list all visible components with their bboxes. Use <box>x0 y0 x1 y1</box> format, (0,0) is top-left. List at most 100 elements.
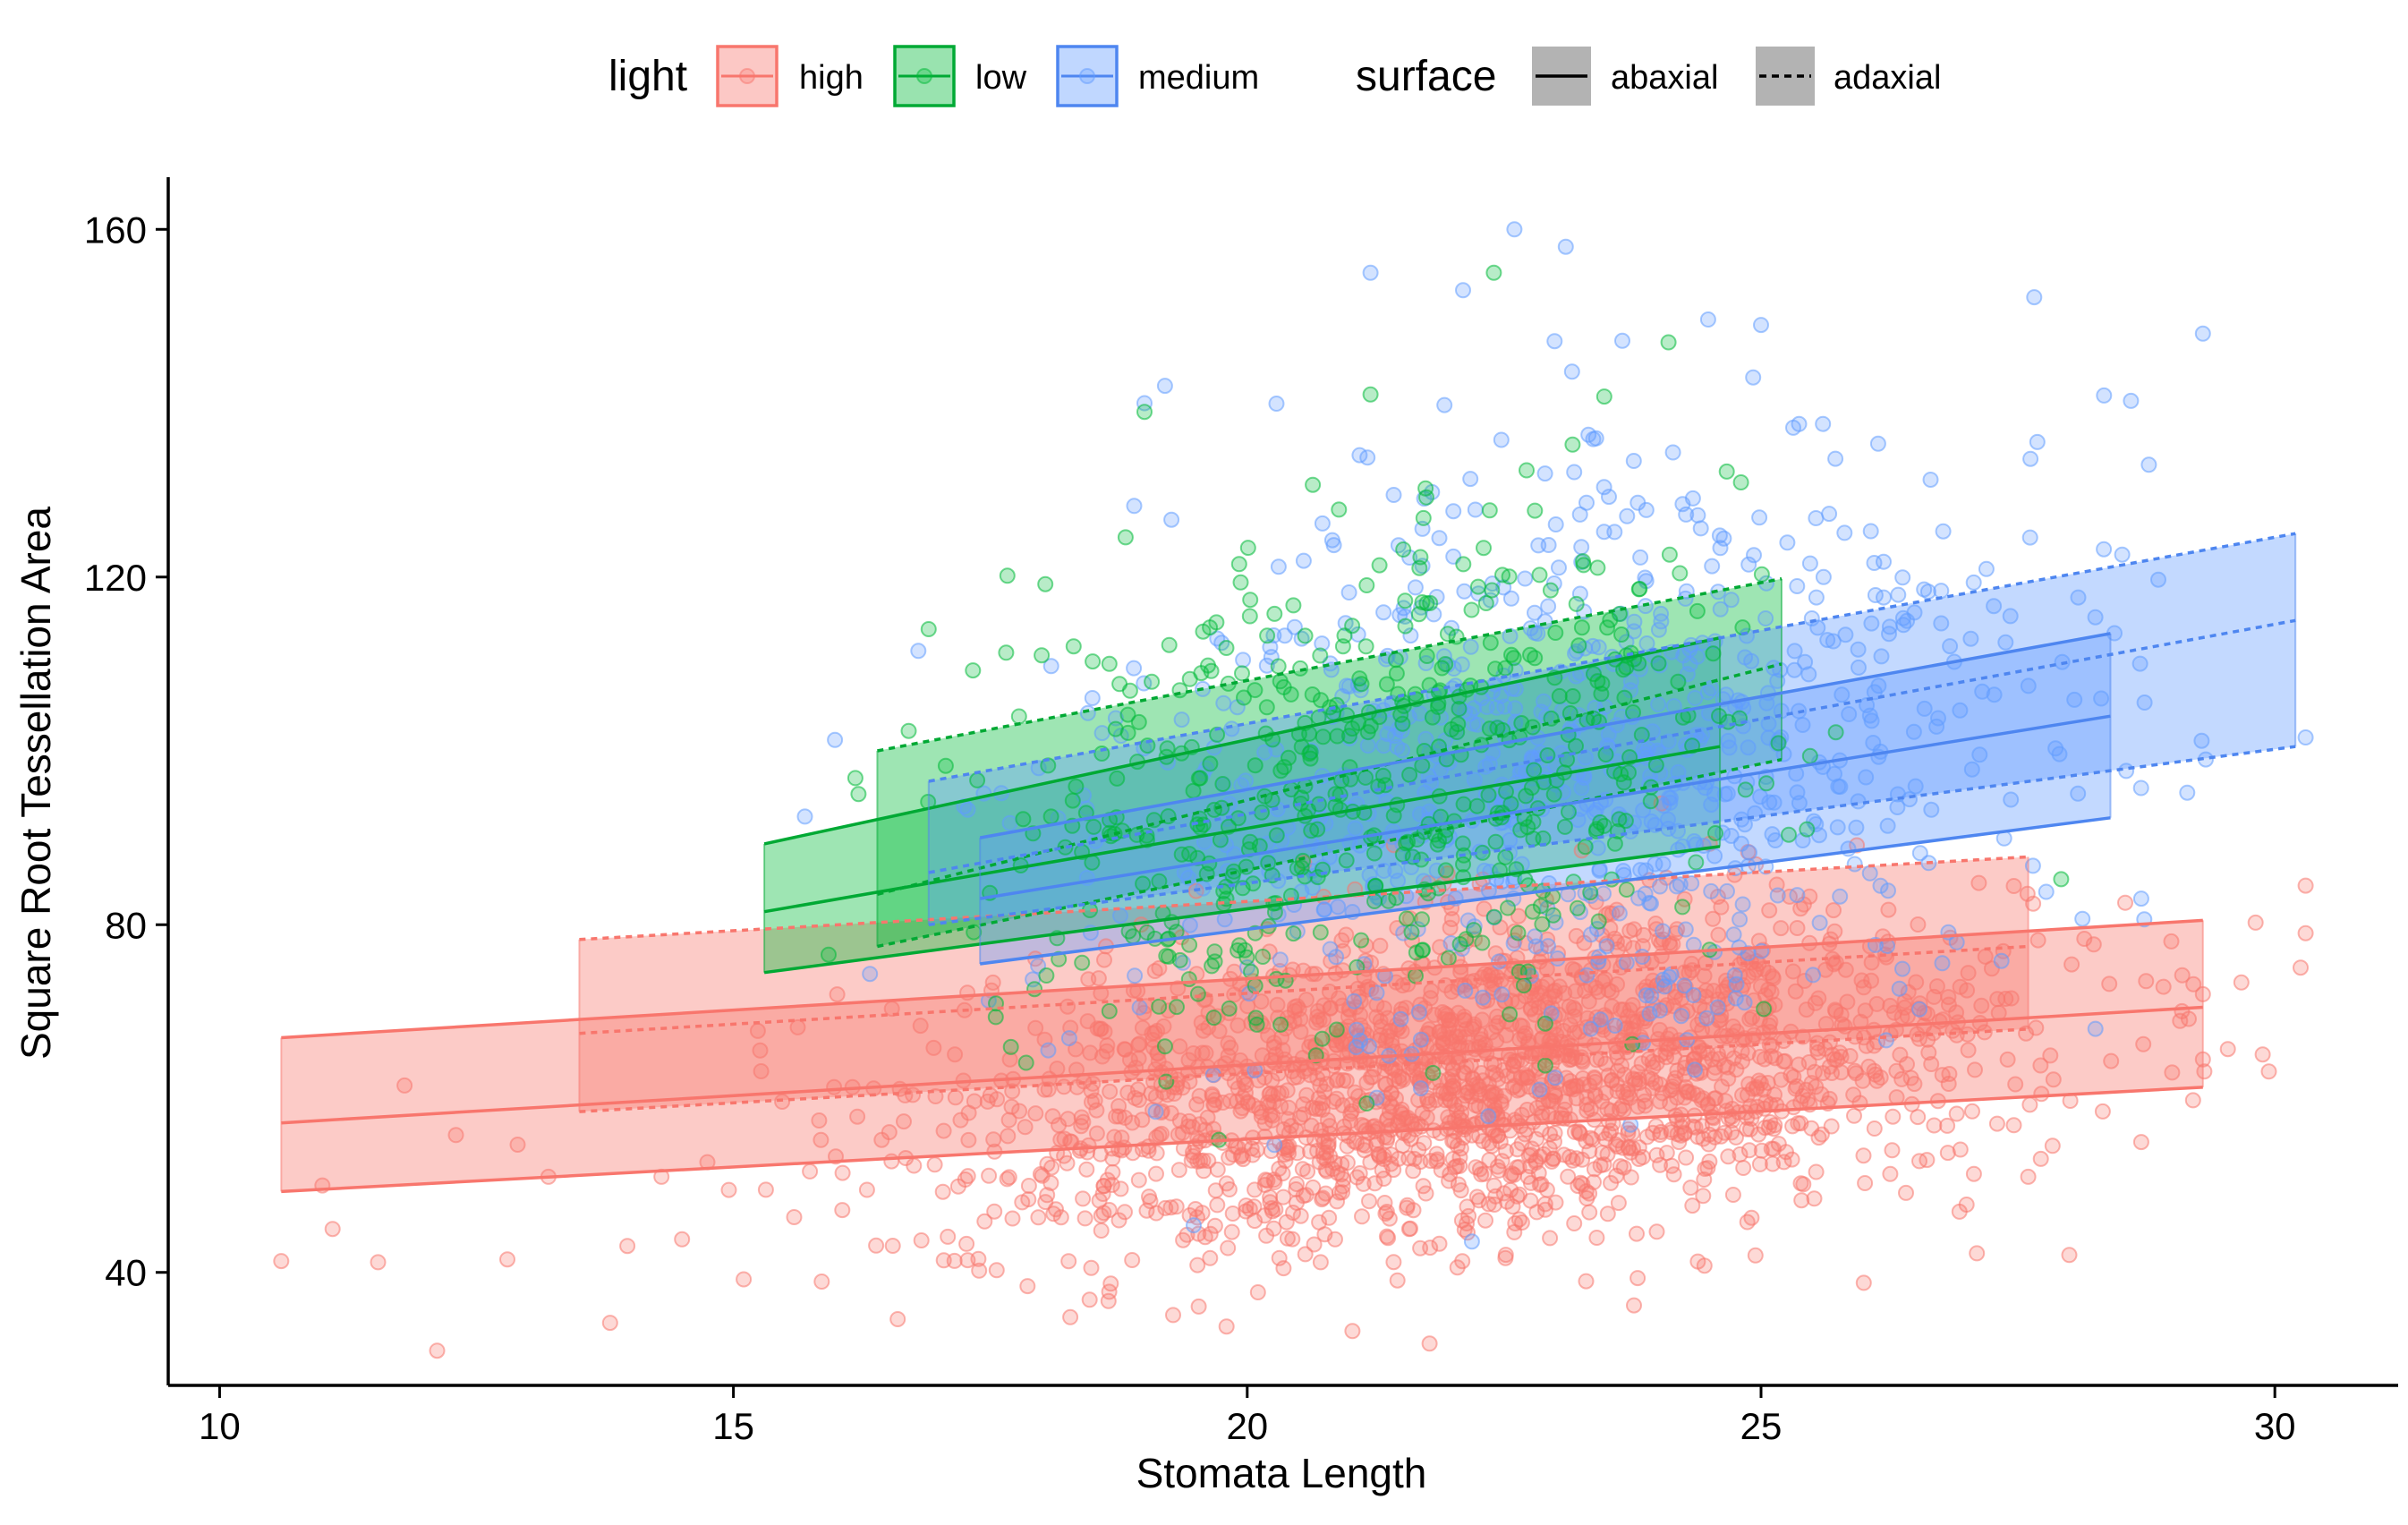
data-point-high <box>1664 936 1681 952</box>
data-point-low <box>1827 724 1844 741</box>
data-point-high <box>1473 1065 1490 1081</box>
data-point-high <box>1102 1083 1119 1100</box>
data-point-low <box>1650 655 1667 672</box>
data-point-low <box>1422 594 1439 611</box>
data-point-medium <box>2132 890 2149 907</box>
data-point-low <box>1494 567 1510 584</box>
data-point-low <box>1412 549 1429 566</box>
data-point-high <box>1032 1166 1049 1182</box>
data-point-medium <box>1272 951 1289 968</box>
data-point-medium <box>1181 916 1198 933</box>
data-point-high <box>1027 1019 1044 1036</box>
data-point-medium <box>1712 601 1729 618</box>
data-point-high <box>1999 1051 2016 1068</box>
data-point-medium <box>1456 583 1473 600</box>
data-point-medium <box>2022 450 2039 467</box>
data-point-low <box>1526 762 1543 779</box>
data-point-high <box>1546 1084 1563 1101</box>
data-point-medium <box>1573 539 1590 556</box>
data-point-medium <box>1907 778 1924 795</box>
data-point-medium <box>1769 887 1786 904</box>
data-point-low <box>1414 941 1431 958</box>
data-point-medium <box>2070 589 2087 606</box>
data-point-high <box>1714 1078 1731 1095</box>
data-point-medium <box>1862 523 1879 540</box>
data-point-low <box>1017 1054 1034 1071</box>
data-point-high <box>1599 1206 1616 1223</box>
data-point-medium <box>910 643 927 660</box>
data-point-medium <box>1126 660 1143 677</box>
data-point-low <box>1204 958 1221 975</box>
data-point-medium <box>1522 620 1539 637</box>
data-point-low <box>1414 757 1431 774</box>
data-point-low <box>1661 546 1678 563</box>
data-point-medium <box>1706 848 1723 865</box>
data-point-medium <box>1993 952 2010 969</box>
data-point-high <box>1202 1249 1219 1266</box>
data-point-high <box>1808 1163 1825 1180</box>
data-point-high <box>1939 1145 1956 1162</box>
data-point-high <box>2233 974 2250 991</box>
data-point-high <box>1898 1184 1914 1201</box>
data-point-medium <box>1040 1042 1057 1059</box>
data-point-high <box>1785 1069 1802 1086</box>
data-point-low <box>1674 899 1691 916</box>
x-axis-label: Stomata Length <box>1136 1450 1427 1496</box>
data-point-high <box>1855 1147 1872 1164</box>
data-point-high <box>811 1112 828 1129</box>
data-point-medium <box>1850 641 1867 658</box>
data-point-medium <box>1689 648 1706 665</box>
data-point-low <box>1485 908 1502 925</box>
data-point-high <box>1209 1161 1226 1178</box>
data-point-medium <box>1668 878 1685 895</box>
legend-label-medium: medium <box>1138 59 1259 97</box>
data-point-medium <box>1156 378 1173 395</box>
data-point-low <box>1358 1095 1375 1112</box>
data-point-high <box>1531 1176 1548 1193</box>
data-point-medium <box>2070 785 2087 802</box>
data-point-high <box>1689 1253 1706 1270</box>
data-point-medium <box>1789 887 1806 904</box>
data-point-medium <box>1942 638 1959 655</box>
data-point-low <box>1101 655 1118 672</box>
data-point-low <box>1618 882 1635 898</box>
data-point-high <box>1578 1096 1595 1113</box>
data-point-high <box>1294 1161 1311 1178</box>
data-point-high <box>1168 1198 1185 1215</box>
data-point-high <box>1165 1307 1181 1324</box>
data-point-high <box>1568 1150 1585 1167</box>
data-point-high <box>2184 1092 2201 1109</box>
data-point-high <box>1444 1133 1461 1150</box>
data-point-high <box>1562 1017 1578 1034</box>
data-point-high <box>2005 1117 2022 1134</box>
data-point-medium <box>1266 1137 1283 1154</box>
data-point-low <box>1239 540 1256 557</box>
data-point-high <box>1199 1109 1216 1126</box>
data-point-high <box>1221 1181 1238 1197</box>
data-point-low <box>1295 852 1311 869</box>
data-point-medium <box>2074 910 2091 927</box>
data-point-low <box>1437 862 1454 879</box>
data-point-medium <box>1709 999 1726 1016</box>
data-point-high <box>1385 1254 1402 1271</box>
data-point-high <box>1271 1249 1288 1266</box>
data-point-low <box>1544 907 1561 924</box>
data-point-high <box>1451 1157 1468 1174</box>
data-point-medium <box>1315 901 1332 918</box>
data-point-high <box>1997 991 2014 1007</box>
data-point-high <box>1052 1209 1069 1226</box>
data-point-low <box>1136 404 1153 421</box>
data-point-high <box>1497 1247 1514 1264</box>
data-point-low <box>1474 934 1491 951</box>
data-point-high <box>1220 1240 1237 1257</box>
data-point-low <box>1309 821 1326 838</box>
data-point-high <box>1112 1180 1129 1197</box>
data-point-medium <box>2029 433 2046 450</box>
data-point-medium <box>1530 537 1547 554</box>
data-point-low <box>1111 676 1128 693</box>
data-point-high <box>1821 1034 1838 1051</box>
data-point-high <box>1629 1270 1646 1287</box>
data-point-high <box>1362 1154 1379 1171</box>
data-point-medium <box>2297 729 2314 745</box>
data-point-medium <box>1445 503 1462 520</box>
